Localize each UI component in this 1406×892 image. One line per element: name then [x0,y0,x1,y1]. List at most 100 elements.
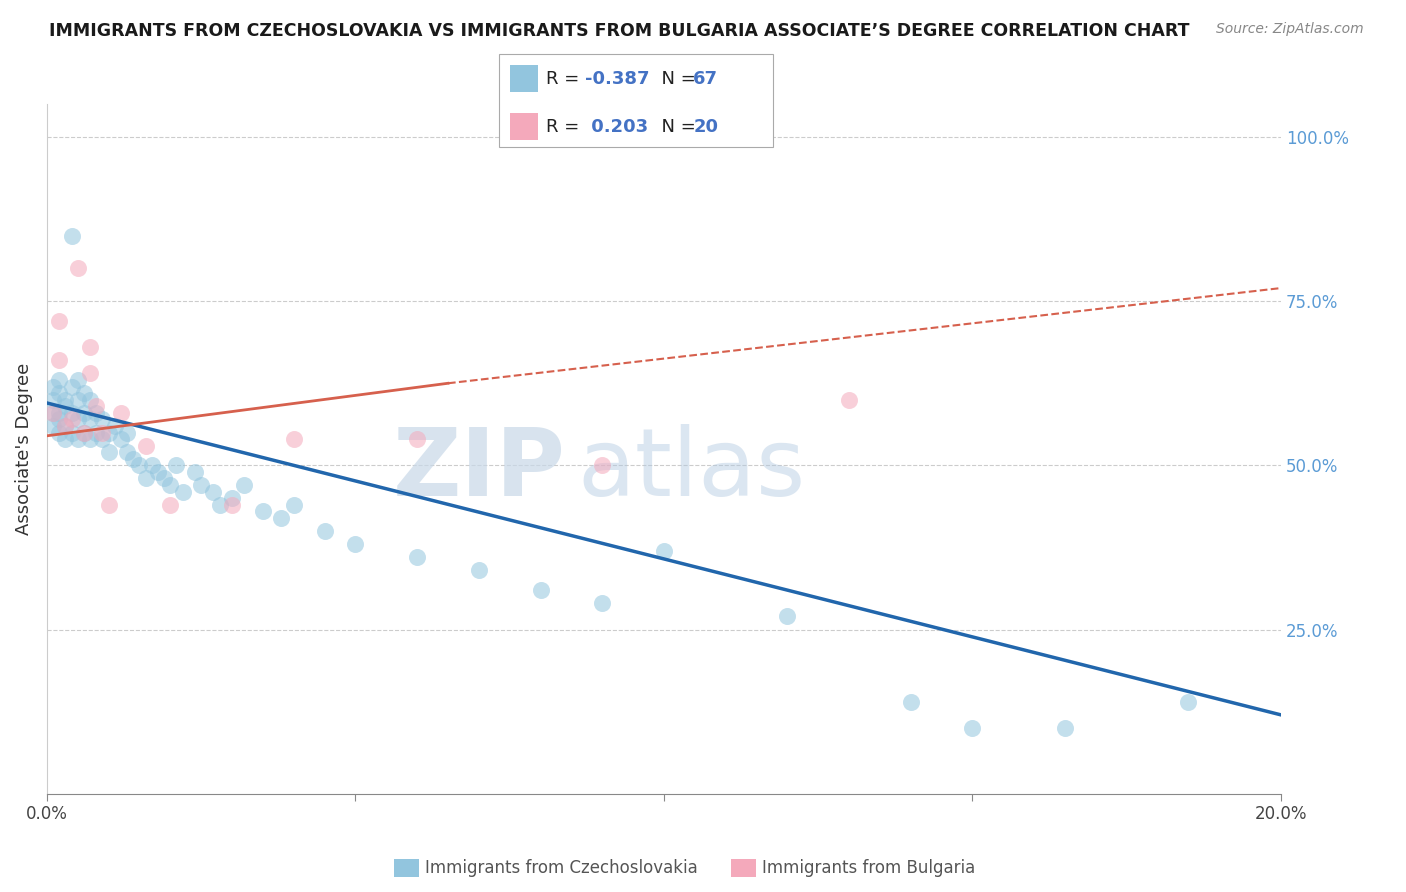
Point [60,379,83,393]
Point [66,432,89,446]
Point [66,392,89,407]
Point [166,458,188,473]
Text: -0.387: -0.387 [585,70,650,87]
Point [55,392,77,407]
Point [48,373,70,387]
Point [48,425,70,440]
Point [66,261,89,276]
Point [79,412,101,426]
Point [91,425,114,440]
Point [172,484,194,499]
Point [153,471,176,485]
Point [73,425,96,440]
Point [202,484,225,499]
Point [962,721,984,735]
Text: R =: R = [546,70,585,87]
Point [60,412,83,426]
Point [344,537,367,551]
Point [1177,695,1199,709]
Point [104,419,127,434]
Point [48,412,70,426]
Point [270,511,292,525]
Point [135,471,157,485]
Point [283,432,305,446]
Point [79,432,101,446]
Point [55,419,77,434]
Point [529,583,551,598]
Point [838,392,860,407]
Text: Immigrants from Czechoslovakia: Immigrants from Czechoslovakia [425,859,697,877]
Point [283,498,305,512]
Point [97,498,120,512]
Point [91,412,114,426]
Text: IMMIGRANTS FROM CZECHOSLOVAKIA VS IMMIGRANTS FROM BULGARIA ASSOCIATE’S DEGREE CO: IMMIGRANTS FROM CZECHOSLOVAKIA VS IMMIGR… [49,22,1189,40]
Point [73,425,96,440]
Point [55,399,77,413]
Point [42,392,65,407]
Point [66,373,89,387]
Point [55,432,77,446]
Point [208,498,231,512]
Point [60,228,83,243]
Point [406,432,429,446]
Point [184,465,207,479]
Point [900,695,922,709]
Point [84,399,107,413]
Point [141,458,163,473]
Text: N =: N = [650,118,702,136]
Point [190,478,212,492]
Point [591,596,613,610]
Point [652,543,675,558]
Point [55,419,77,434]
Point [84,406,107,420]
Point [159,478,181,492]
Point [252,504,274,518]
Point [73,406,96,420]
Text: ZIP: ZIP [392,424,565,516]
Point [48,314,70,328]
Point [79,340,101,354]
Point [135,439,157,453]
Text: 20: 20 [693,118,718,136]
Text: 67: 67 [693,70,718,87]
Point [42,406,65,420]
Point [97,445,120,459]
Point [110,406,132,420]
Point [233,478,256,492]
Point [146,465,169,479]
Point [776,609,799,624]
Point [1053,721,1076,735]
Point [84,425,107,440]
Point [73,386,96,401]
Point [406,550,429,565]
Point [97,425,120,440]
Point [48,386,70,401]
Point [48,406,70,420]
Point [128,458,150,473]
Point [221,498,243,512]
Point [60,425,83,440]
Text: N =: N = [650,70,702,87]
Point [66,412,89,426]
Point [468,563,491,577]
Text: R =: R = [546,118,585,136]
Point [110,432,132,446]
Point [91,432,114,446]
Point [159,498,181,512]
Point [42,419,65,434]
Point [48,353,70,368]
Point [60,406,83,420]
Point [591,458,613,473]
Text: atlas: atlas [578,424,806,516]
Text: 0.203: 0.203 [585,118,648,136]
Text: Source: ZipAtlas.com: Source: ZipAtlas.com [1216,22,1364,37]
Point [221,491,243,506]
Point [115,445,138,459]
Point [79,367,101,381]
Point [42,406,65,420]
Y-axis label: Associate's Degree: Associate's Degree [15,363,32,535]
Point [115,425,138,440]
Point [79,392,101,407]
Point [122,451,145,466]
Text: Immigrants from Bulgaria: Immigrants from Bulgaria [762,859,976,877]
